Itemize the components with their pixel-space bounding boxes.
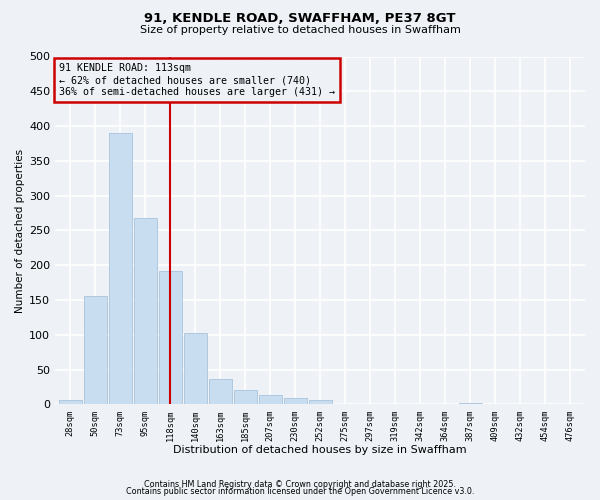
Bar	[83, 296, 107, 405]
Text: Contains public sector information licensed under the Open Government Licence v3: Contains public sector information licen…	[126, 488, 474, 496]
Y-axis label: Number of detached properties: Number of detached properties	[15, 148, 25, 312]
Bar	[308, 400, 332, 404]
Bar	[109, 133, 131, 404]
Text: 91 KENDLE ROAD: 113sqm
← 62% of detached houses are smaller (740)
36% of semi-de: 91 KENDLE ROAD: 113sqm ← 62% of detached…	[59, 64, 335, 96]
Bar	[458, 403, 482, 404]
Text: Size of property relative to detached houses in Swaffham: Size of property relative to detached ho…	[140, 25, 460, 35]
Text: Contains HM Land Registry data © Crown copyright and database right 2025.: Contains HM Land Registry data © Crown c…	[144, 480, 456, 489]
Bar	[233, 390, 257, 404]
Bar	[284, 398, 307, 404]
Bar	[134, 218, 157, 404]
X-axis label: Distribution of detached houses by size in Swaffham: Distribution of detached houses by size …	[173, 445, 467, 455]
Bar	[209, 380, 232, 404]
Text: 91, KENDLE ROAD, SWAFFHAM, PE37 8GT: 91, KENDLE ROAD, SWAFFHAM, PE37 8GT	[144, 12, 456, 26]
Bar	[259, 396, 281, 404]
Bar	[184, 334, 206, 404]
Bar	[59, 400, 82, 404]
Bar	[158, 271, 182, 404]
